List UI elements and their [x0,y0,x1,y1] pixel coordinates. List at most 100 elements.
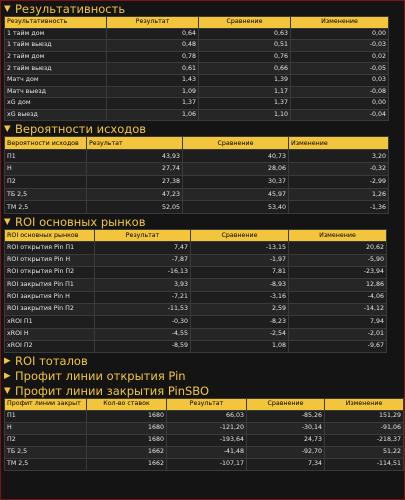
comparison-cell: 0,76 [198,50,291,64]
table-row: ТМ 2,5 52,05 53,40 -1,36 [4,200,389,215]
section-title: ROI основных рынков [15,214,146,229]
column-header: Изменение [324,398,404,412]
row-label: ROI открытия Pin П2 [4,266,95,280]
result-cell: -16,13 [94,266,191,280]
row-label: ТМ 2,5 [4,458,87,472]
change-cell: 0,02 [290,50,389,64]
result-cell: -121,20 [166,422,247,436]
comparison-cell: 0,51 [198,39,291,52]
table-row: 2 тайм дом 0,78 0,76 0,02 [4,50,389,64]
result-cell: 43,93 [86,149,183,163]
comparison-cell: -1,97 [190,253,289,268]
change-cell: -1,36 [288,200,389,215]
change-cell: 151,29 [324,410,404,424]
section-header-probabilities[interactable]: ▼ Вероятности исходов [1,121,404,136]
change-cell: -5,90 [288,253,387,268]
row-label: Н [4,161,87,176]
change-cell: -9,67 [288,339,387,354]
bets-count-cell: 1680 [86,410,167,424]
comparison-cell: 1,10 [198,108,291,122]
row-label: 2 тайм выезд [4,62,107,75]
result-cell: -41,48 [166,446,247,460]
result-cell: 27,38 [86,174,183,189]
comparison-cell: -2,54 [190,327,289,341]
section-title: ROI тоталов [15,353,88,368]
table-row: 1 тайм выезд 0,48 0,51 -0,03 [4,39,389,52]
result-cell: 1,06 [106,108,199,122]
comparison-cell: 24,73 [246,434,325,448]
comparison-cell: 1,37 [198,97,291,110]
comparison-cell: 40,73 [182,149,289,163]
comparison-cell: -30,14 [246,422,325,436]
column-header: Сравнение [246,398,325,412]
row-label: ROI открытия Pin П1 [4,241,95,255]
column-header: Результат [106,16,199,29]
table-row: xROI П1 -0,30 -8,23 7,94 [4,315,387,329]
change-cell: -218,37 [324,434,404,448]
row-label: П1 [4,149,87,163]
performance-table: Результативность Результат Сравнение Изм… [4,16,389,122]
table-row: П1 43,93 40,73 3,20 [4,149,389,163]
section-header-performance[interactable]: ▼ Результативность [1,1,404,16]
result-cell: 0,78 [106,50,199,64]
comparison-cell: 7,34 [246,458,325,472]
section-header-roi-totals[interactable]: ▶ ROI тоталов [1,353,404,368]
section-header-pin-open[interactable]: ▶ Профит линии открытия Pin [1,368,404,383]
table-row: ТБ 2,5 47,23 45,97 1,26 [4,187,389,202]
row-label: ТБ 2,5 [4,446,87,460]
result-cell: -107,17 [166,458,247,472]
comparison-cell: -3,16 [190,290,289,304]
row-label: ROI закрытия Pin Н [4,290,95,304]
result-cell: 0,61 [106,62,199,75]
comparison-cell: 7,81 [190,266,289,280]
change-cell: -14,12 [288,302,387,317]
change-cell: 0,03 [290,73,389,87]
section-header-pinsbo-close[interactable]: ▼ Профит линии закрытия PinSBO [1,383,404,398]
result-cell: -0,30 [94,315,191,329]
table-row: ТМ 2,5 1662 -107,17 7,34 -114,51 [4,458,404,472]
row-label: П2 [4,434,87,448]
table-row: ТБ 2,5 1662 -41,48 -92,70 51,22 [4,446,404,460]
table-row: ROI закрытия Pin П1 3,93 -8,93 12,86 [4,278,387,292]
row-label: 1 тайм дом [4,27,107,41]
column-header: Сравнение [198,16,291,29]
table-row: xROI П2 -8,59 1,08 -9,67 [4,339,387,354]
comparison-cell: -92,70 [246,446,325,460]
table-row: ROI открытия Pin П2 -16,13 7,81 -23,94 [4,266,387,280]
row-label: xROI Н [4,327,95,341]
bets-count-cell: 1680 [86,422,167,436]
triangle-down-icon: ▼ [4,123,11,134]
triangle-down-icon: ▼ [4,3,11,14]
change-cell: -0,08 [290,85,389,99]
roi-main-table: ROI основных рынков Результат Сравнение … [4,229,387,354]
table-row: П2 1680 -193,64 24,73 -218,37 [4,434,404,448]
row-label: П1 [4,410,87,424]
row-label: ROI закрытия Pin П2 [4,302,95,317]
column-header: Изменение [288,229,387,243]
comparison-cell: -8,23 [190,315,289,329]
change-cell: -0,03 [290,39,389,52]
change-cell: 20,62 [288,241,387,255]
column-header: Сравнение [182,136,289,151]
column-header: Изменение [288,136,389,151]
result-cell: 1,37 [106,97,199,110]
section-header-roi-main[interactable]: ▼ ROI основных рынков [1,214,404,229]
table-row: xG выезд 1,06 1,10 -0,04 [4,108,389,122]
row-label: xROI П1 [4,315,95,329]
row-label: xG дом [4,97,107,110]
column-header: Изменение [290,16,389,29]
change-cell: -91,06 [324,422,404,436]
result-cell: 1,09 [106,85,199,99]
row-label: П2 [4,174,87,189]
result-cell: -4,55 [94,327,191,341]
table-row: 2 тайм выезд 0,61 0,66 -0,05 [4,62,389,75]
table-row: ROI открытия Pin Н -7,87 -1,97 -5,90 [4,253,387,268]
result-cell: 0,48 [106,39,199,52]
triangle-down-icon: ▼ [4,216,11,227]
table-row: ROI закрытия Pin Н -7,21 -3,16 -4,06 [4,290,387,304]
table-row: Матч дом 1,43 1,39 0,03 [4,73,389,87]
section-title: Профит линии закрытия PinSBO [15,383,210,398]
column-header: Кол-во ставок [86,398,167,412]
comparison-cell: 1,17 [198,85,291,99]
